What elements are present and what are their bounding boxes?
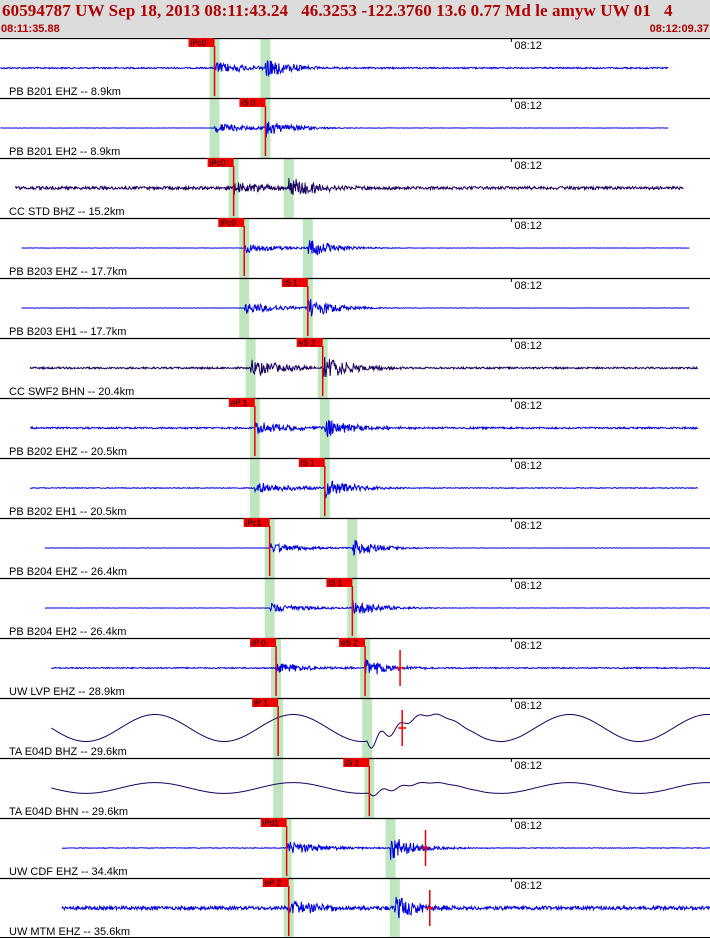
station-label: PB B202 EHZ -- 20.5km — [9, 446, 127, 458]
trace-row: 08:12 eP 1 PB B202 EHZ -- 20.5km — [0, 397, 710, 458]
trace-row: 08:12 iPc0 CC STD BHZ -- 15.2km — [0, 157, 710, 218]
trace-row: 08:12 iPd1 UW CDF EHZ -- 34.4km — [0, 817, 710, 878]
minute-tick-label: 08:12 — [514, 40, 542, 52]
pick-label: iS 1 — [345, 759, 359, 768]
station-label: CC SWF2 BHN -- 20.4km — [9, 386, 134, 398]
pick-flag — [298, 458, 325, 467]
waveform — [44, 539, 710, 557]
pick-flag — [262, 878, 289, 887]
station-label: PB B204 EHZ -- 26.4km — [9, 566, 127, 578]
pick-label: iS 1 — [284, 279, 298, 288]
pick-label: eS 2 — [299, 339, 316, 348]
minute-tick-label: 08:12 — [514, 400, 542, 412]
trace-row: 08:12 iPc0 PB B203 EHZ -- 17.7km — [0, 217, 710, 278]
station-label: PB B203 EH1 -- 17.7km — [9, 326, 126, 338]
trace-row: 08:12 iS 1 PB B204 EH2 -- 26.4km — [0, 577, 710, 638]
waveform — [29, 356, 699, 378]
minute-tick-label: 08:12 — [514, 820, 542, 832]
minute-tick-label: 08:12 — [514, 640, 542, 652]
pick-flag — [343, 758, 370, 767]
waveform — [29, 480, 699, 499]
pick-flag — [218, 218, 245, 227]
waveform — [61, 839, 710, 860]
waveform — [51, 782, 710, 797]
pick-label: iPc1 — [246, 519, 262, 528]
trace-row: 08:12 iP 0 eS 2 UW LVP EHZ -- 28.9km — [0, 637, 710, 698]
pick-label: iP 0 — [252, 639, 266, 648]
trace-row: 08:12 eS 2 CC SWF2 BHN -- 20.4km — [0, 337, 710, 398]
minute-tick-label: 08:12 — [514, 700, 542, 712]
window-start-time: 08:11:35.88 — [1, 23, 60, 35]
pick-label: iP 1 — [254, 699, 268, 708]
minute-tick-label: 08:12 — [514, 280, 542, 292]
pick-label: iS 1 — [301, 459, 315, 468]
trace-row: 08:12 iP 1 TA E04D BHZ -- 29.6km — [0, 697, 710, 758]
seismogram-panel: 08:12 iPc0 PB B201 EHZ -- 8.9km 08:12 iS 0 PB… — [0, 38, 710, 938]
pick-label: iPd1 — [263, 819, 280, 828]
pick-label: eP 2 — [265, 879, 282, 888]
station-label: TA E04D BHZ -- 29.6km — [9, 746, 127, 758]
pick-flag — [250, 638, 277, 647]
minute-tick-label: 08:12 — [514, 460, 542, 472]
window-end-time: 08:12:09.37 — [649, 23, 709, 35]
pick-label: eP 1 — [231, 399, 248, 408]
pick-flag — [339, 638, 366, 647]
waveform — [51, 659, 710, 675]
minute-tick-label: 08:12 — [514, 520, 542, 532]
waveform — [44, 600, 710, 614]
minute-tick-label: 08:12 — [514, 760, 542, 772]
waveform — [61, 896, 710, 919]
station-label: PB B202 EH1 -- 20.5km — [9, 506, 126, 518]
minute-tick-label: 08:12 — [514, 580, 542, 592]
pick-flag — [281, 278, 308, 287]
station-label: PB B204 EH2 -- 26.4km — [9, 626, 126, 638]
station-label: PB B203 EHZ -- 17.7km — [9, 266, 127, 278]
station-label: UW MTM EHZ -- 35.6km — [9, 926, 130, 938]
waveform — [29, 419, 698, 438]
waveform — [21, 240, 690, 256]
trace-row: 08:12 iS 1 PB B203 EH1 -- 17.7km — [0, 277, 710, 338]
pick-flag — [188, 38, 215, 47]
waveform — [21, 298, 690, 318]
station-label: UW CDF EHZ -- 34.4km — [9, 866, 128, 878]
minute-tick-label: 08:12 — [514, 340, 542, 352]
pick-flag — [296, 338, 323, 347]
pick-label: eS 2 — [341, 639, 358, 648]
trace-row: 08:12 eP 2 UW MTM EHZ -- 35.6km — [0, 877, 710, 938]
minute-tick-label: 08:12 — [514, 220, 542, 232]
event-title: 60594787 UW Sep 18, 2013 08:11:43.24 46.… — [2, 1, 673, 20]
pick-label: iS 0 — [241, 99, 255, 108]
pick-flag — [252, 698, 279, 707]
pick-flag — [239, 98, 266, 107]
trace-row: 08:12 iS 1 PB B202 EH1 -- 20.5km — [0, 457, 710, 518]
waveform — [0, 120, 669, 138]
pick-label: iS 1 — [328, 579, 342, 588]
trace-row: 08:12 iPc1 PB B204 EHZ -- 26.4km — [0, 517, 710, 578]
trace-rows: 08:12 iPc0 PB B201 EHZ -- 8.9km 08:12 iS 0 PB… — [0, 38, 710, 938]
pick-flag — [228, 398, 255, 407]
pick-label: iPc0 — [210, 159, 226, 168]
station-label: CC STD BHZ -- 15.2km — [9, 206, 125, 218]
minute-tick-label: 08:12 — [514, 100, 542, 112]
station-label: PB B201 EHZ -- 8.9km — [9, 86, 121, 98]
pick-label: iPc0 — [220, 219, 236, 228]
trace-row: 08:12 iPc0 PB B201 EHZ -- 8.9km — [0, 38, 710, 98]
waveform — [0, 60, 669, 78]
pick-flag — [207, 158, 234, 167]
station-label: PB B201 EH2 -- 8.9km — [9, 146, 120, 158]
station-label: UW LVP EHZ -- 28.9km — [9, 686, 125, 698]
trace-row: 08:12 iS 1 TA E04D BHN -- 29.6km — [0, 757, 710, 818]
trace-row: 08:12 iS 0 PB B201 EH2 -- 8.9km — [0, 97, 710, 158]
pick-flag — [243, 518, 270, 527]
pick-flag — [260, 818, 287, 827]
waveform — [14, 178, 684, 195]
record-header: 60594787 UW Sep 18, 2013 08:11:43.24 46.… — [0, 0, 710, 38]
waveform — [51, 713, 710, 749]
minute-tick-label: 08:12 — [514, 880, 542, 892]
pick-label: iPc0 — [191, 39, 207, 48]
pick-flag — [326, 578, 353, 587]
minute-tick-label: 08:12 — [514, 160, 542, 172]
s-pick-band — [260, 38, 400, 938]
station-label: TA E04D BHN -- 29.6km — [9, 806, 128, 818]
